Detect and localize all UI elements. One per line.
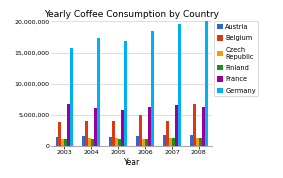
Title: Yearly Coffee Consumption by Country: Yearly Coffee Consumption by Country	[44, 10, 219, 19]
Bar	[136, 136, 139, 146]
Bar	[166, 121, 169, 146]
Bar	[64, 139, 67, 146]
Bar	[193, 104, 196, 146]
Bar	[202, 107, 205, 146]
Bar	[115, 138, 118, 146]
Bar	[67, 104, 70, 146]
Bar	[59, 122, 61, 146]
Bar	[85, 121, 88, 146]
Bar	[70, 48, 73, 146]
Bar	[124, 41, 127, 146]
Bar	[121, 110, 124, 146]
Bar	[178, 24, 181, 146]
Bar	[118, 139, 121, 146]
Bar	[190, 135, 193, 146]
Bar	[169, 138, 172, 146]
Bar	[205, 21, 208, 146]
Bar	[94, 108, 97, 146]
Bar	[82, 136, 85, 146]
Legend: Austria, Belgium, Czech
Republic, Finland, France, Germany: Austria, Belgium, Czech Republic, Finlan…	[214, 21, 258, 96]
Bar	[139, 115, 142, 146]
X-axis label: Year: Year	[123, 158, 140, 167]
Bar	[97, 38, 100, 146]
Bar	[91, 139, 94, 146]
Bar	[61, 139, 64, 146]
Bar	[142, 139, 145, 146]
Bar	[151, 31, 154, 146]
Bar	[196, 138, 199, 146]
Bar	[148, 107, 151, 146]
Bar	[145, 139, 148, 146]
Bar	[172, 138, 175, 146]
Bar	[175, 105, 178, 146]
Bar	[112, 121, 115, 146]
Bar	[88, 138, 91, 146]
Bar	[199, 138, 202, 146]
Bar	[163, 135, 166, 146]
Bar	[55, 137, 59, 146]
Bar	[109, 137, 112, 146]
